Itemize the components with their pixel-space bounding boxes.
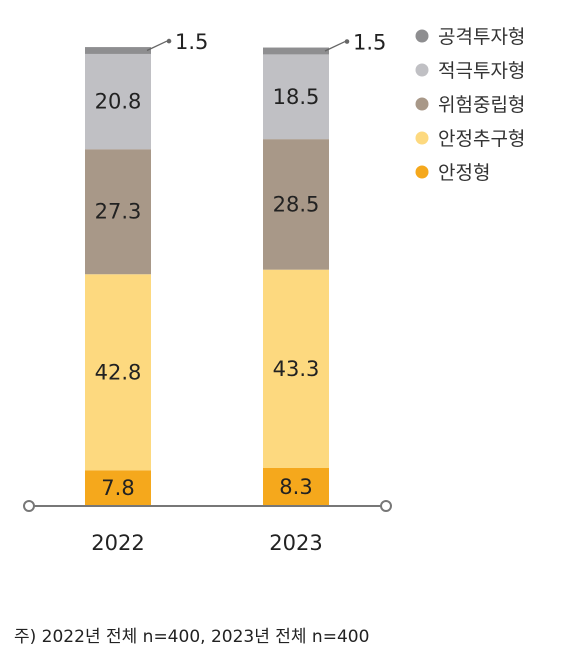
bar-2023-적극투자형 <box>263 54 329 140</box>
legend-label-위험중립형: 위험중립형 <box>438 94 525 116</box>
data-label-2023-적극투자형: 18.5 <box>273 85 320 109</box>
callout-line-2023 <box>324 40 346 52</box>
data-label-2022-적극투자형: 20.8 <box>95 90 142 114</box>
x-tick-label-2023: 2023 <box>269 531 322 555</box>
bar-2022-안정형 <box>85 470 151 506</box>
callout-dot-2022 <box>166 38 172 44</box>
bar-2022-적극투자형 <box>85 53 151 150</box>
data-label-2022-위험중립형: 27.3 <box>95 200 142 224</box>
data-label-2022-안정추구형: 42.8 <box>95 360 142 384</box>
axis-end-left <box>23 500 35 512</box>
bar-2022-공격투자형 <box>85 47 151 54</box>
callouts-layer: 1.5 1.5 <box>146 30 386 55</box>
legend-marker-안정추구형 <box>415 131 429 145</box>
bars-layer: 7.8 42.8 27.3 20.8 8.3 43.3 28.5 18.5 <box>85 47 329 506</box>
legend-label-안정형: 안정형 <box>438 162 490 184</box>
data-label-2023-안정추구형: 43.3 <box>273 357 320 381</box>
bar-2023-안정형 <box>263 467 329 506</box>
bar-2022-안정추구형 <box>85 274 151 471</box>
callout-label-2023: 1.5 <box>353 31 386 55</box>
bar-2023-공격투자형 <box>263 47 329 55</box>
legend-marker-공격투자형 <box>415 29 429 43</box>
legend-marker-안정형 <box>415 165 429 179</box>
legend-marker-적극투자형 <box>415 63 429 77</box>
bar-2023-안정추구형 <box>263 269 329 468</box>
bar-2022-위험중립형 <box>85 149 151 275</box>
legend-marker-위험중립형 <box>415 97 429 111</box>
legend-label-안정추구형: 안정추구형 <box>438 128 525 150</box>
data-label-2023-위험중립형: 28.5 <box>273 192 320 216</box>
legend-label-적극투자형: 적극투자형 <box>438 60 525 82</box>
x-axis: 2022 2023 <box>23 500 392 555</box>
callout-dot-2023 <box>344 39 350 44</box>
footnote: 주) 2022년 전체 n=400, 2023년 전체 n=400 <box>14 627 370 647</box>
callout-line-2022 <box>146 40 168 52</box>
legend-label-공격투자형: 공격투자형 <box>438 26 525 48</box>
data-label-2023-안정형: 8.3 <box>279 475 312 499</box>
bar-2023-위험중립형 <box>263 139 329 270</box>
x-tick-label-2022: 2022 <box>91 531 144 555</box>
data-label-2022-안정형: 7.8 <box>101 476 134 500</box>
axis-end-right <box>380 500 392 512</box>
callout-label-2022: 1.5 <box>175 30 208 54</box>
